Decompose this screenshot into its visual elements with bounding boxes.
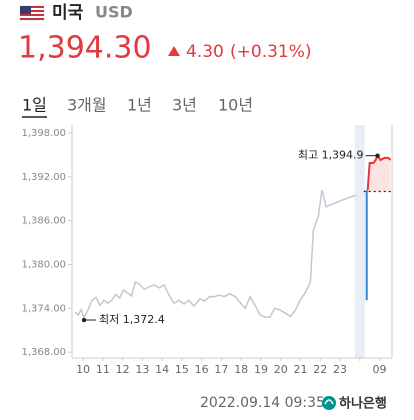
- x-tick-label: 17: [214, 363, 228, 376]
- bank: 하나은행: [339, 396, 387, 412]
- annotation-label: 최고 1,394.9: [298, 149, 364, 162]
- bank-logo: [322, 396, 336, 410]
- night-band: [354, 125, 365, 358]
- country: 미국: [52, 3, 84, 23]
- moon-icon: [357, 365, 363, 376]
- x-tick-label: 23: [333, 363, 347, 376]
- y-tick-label: 1,398.00: [21, 128, 66, 139]
- y-tick-label: 1,386.00: [21, 216, 66, 227]
- flag: [19, 5, 45, 21]
- tab[interactable]: 3년: [172, 96, 197, 115]
- x-tick-label: 13: [135, 363, 149, 376]
- x-tick-label: 15: [175, 363, 189, 376]
- up-arrow: [168, 46, 180, 56]
- x-tick-label: 22: [313, 363, 327, 376]
- annotation-point: [375, 153, 380, 158]
- tab[interactable]: 1일: [22, 96, 47, 115]
- y-tick-label: 1,374.00: [21, 303, 66, 314]
- x-tick-label: 12: [116, 363, 130, 376]
- change: 4.30: [186, 42, 224, 62]
- x-tick-label: 10: [76, 363, 90, 376]
- x-tick-label: 20: [274, 363, 288, 376]
- tab[interactable]: 1년: [127, 96, 152, 115]
- timestamp: 2022.09.14 09:35: [200, 395, 325, 411]
- y-tick-label: 1,368.00: [21, 347, 66, 358]
- change-pct: (+0.31%): [230, 42, 312, 62]
- chart: 1,398.00 1,392.00 1,386.00 1,380.00 1,374.00…: [21, 125, 393, 376]
- annotation-point: [81, 317, 87, 323]
- x-tick-label: 11: [96, 363, 110, 376]
- x-tick-label: 19: [254, 363, 268, 376]
- price: 1,394.30: [18, 31, 152, 66]
- x-tick-label: 16: [195, 363, 209, 376]
- y-tick-label: 1,392.00: [21, 172, 66, 183]
- y-tick-label: 1,380.00: [21, 260, 66, 271]
- line: [74, 189, 357, 320]
- x-tick-label: 21: [293, 363, 307, 376]
- x-tick-label: 18: [234, 363, 248, 376]
- x-tick-label: 14: [155, 363, 169, 376]
- tab[interactable]: 3개월: [67, 96, 107, 115]
- currency: USD: [95, 3, 133, 22]
- tab[interactable]: 10년: [218, 96, 253, 115]
- annotation-label: 최저 1,372.4: [99, 313, 165, 326]
- x-tick-label: 09: [373, 363, 387, 376]
- area: [367, 155, 391, 192]
